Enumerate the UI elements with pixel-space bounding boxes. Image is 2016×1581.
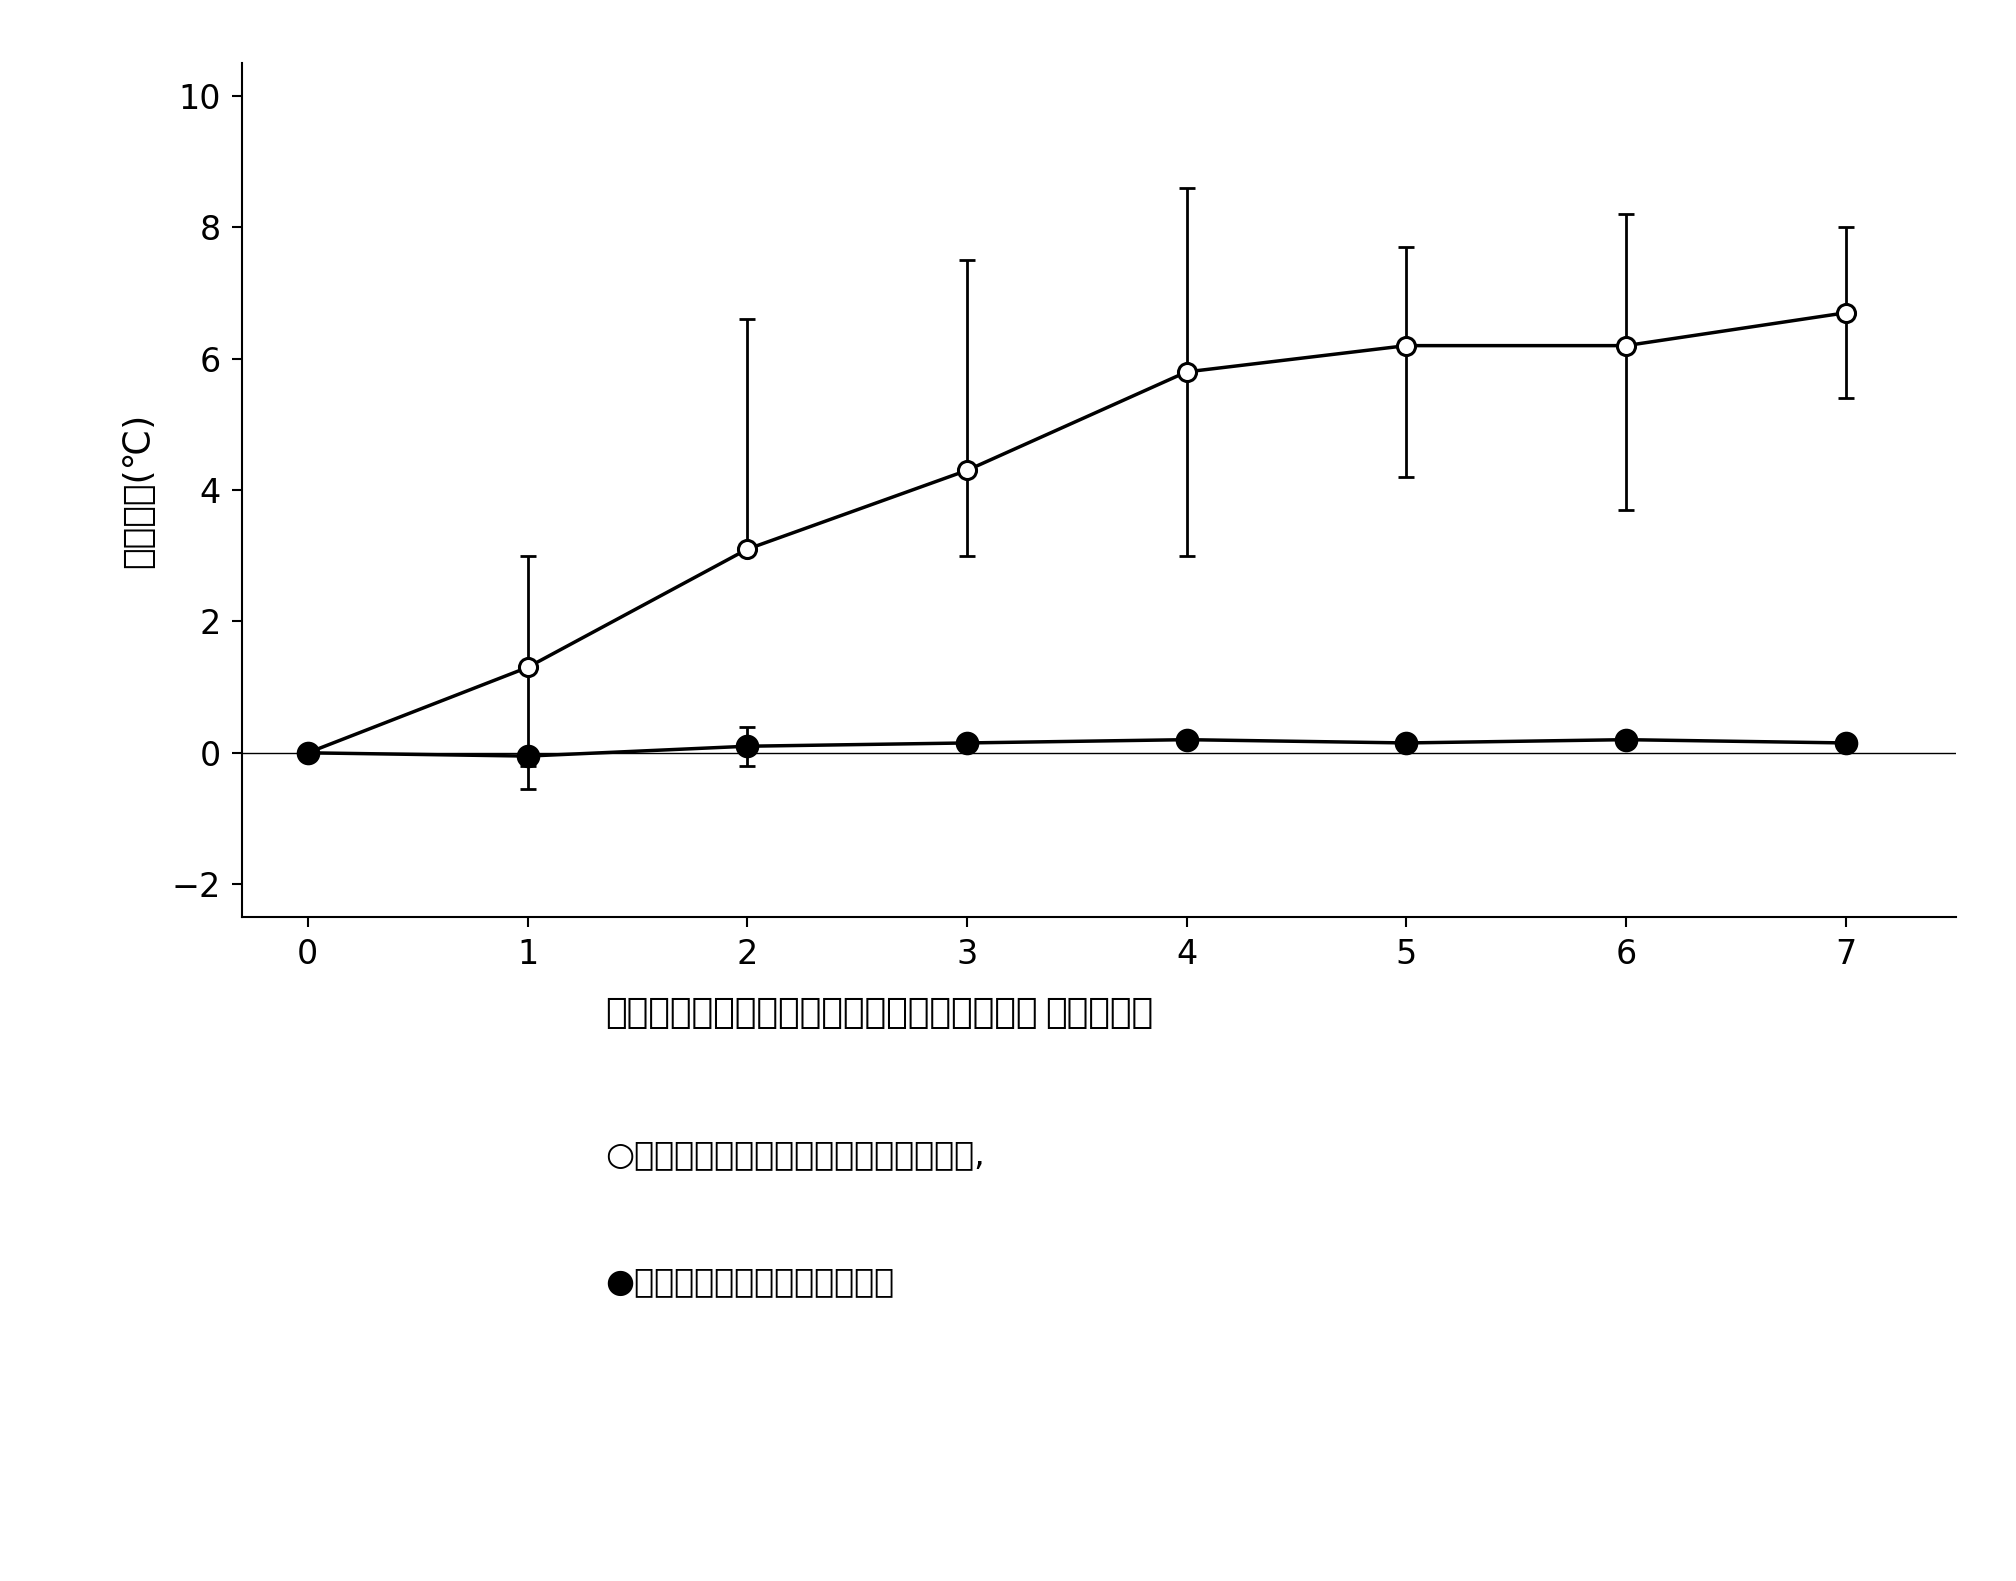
Y-axis label: 温度変化(℃): 温度変化(℃) [121, 413, 155, 568]
Text: ○：ロールベールを解体後そのまま放置,: ○：ロールベールを解体後そのまま放置, [605, 1138, 984, 1172]
Text: ●：再貯蔵した後に開封放置．: ●：再貯蔵した後に開封放置． [605, 1265, 893, 1298]
Text: 図３．再貯蔵が開封後の発熱に及ぼす影響．: 図３．再貯蔵が開封後の発熱に及ぼす影響． [605, 996, 1038, 1031]
X-axis label: 開封後日数: 開封後日数 [1044, 996, 1153, 1029]
